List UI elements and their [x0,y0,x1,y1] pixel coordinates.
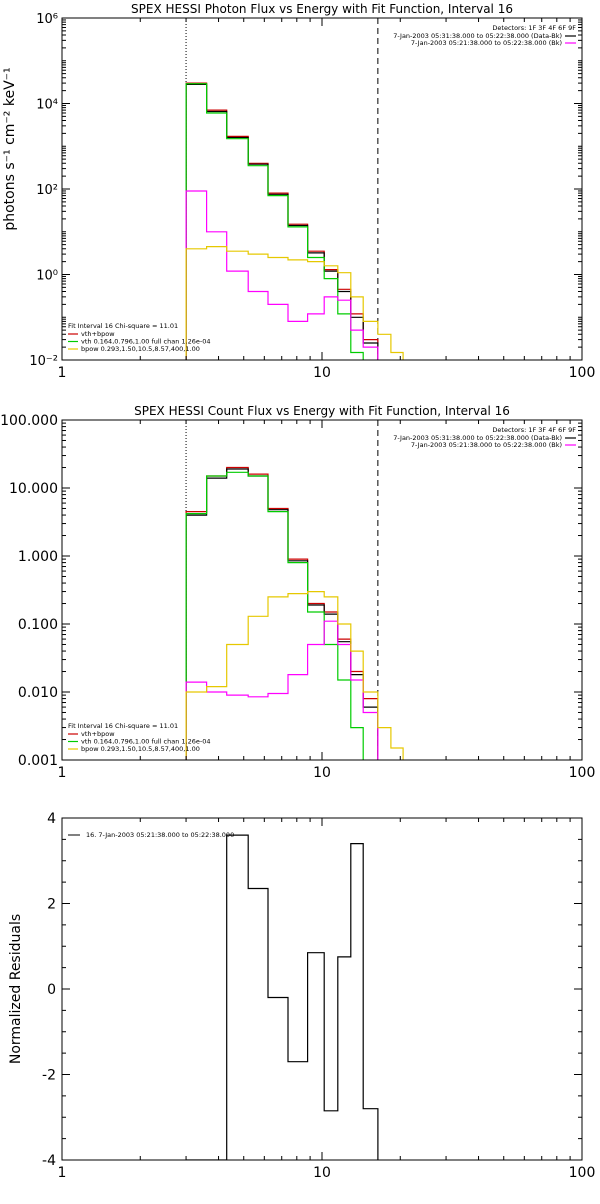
x-tick-label: 100 [569,365,596,381]
y-axis: 0.001 0.010 0.100 1.000 10.000 100.000 [0,413,582,769]
y-axis-label: photons s⁻¹ cm⁻² keV⁻¹ [2,67,18,230]
legend-fit-entry: vth 0.164,0.796,1.00 full chan 1.26e-04 [81,338,211,346]
y-tick-label: 4 [47,811,56,827]
y-tick-label: 0.100 [18,617,58,633]
series-bpow-line [185,246,404,360]
y-axis: 10⁻² 10⁰ 10² 10⁴ 10⁶ [29,12,582,369]
y-tick-label: 10⁻² [29,354,58,369]
y-tick-label: 10⁰ [36,269,58,284]
x-axis: 1 10 100 [58,18,596,381]
series-data-line [186,834,379,1160]
legend-detectors: Detectors: 1F 3F 4F 6F 9F7-Jan-2003 05:3… [393,426,576,449]
series-group [185,82,404,360]
plot-frame [61,419,583,761]
chart-2: SPEX HESSI Count Flux vs Energy with Fit… [0,404,595,781]
x-tick-label: 10 [313,1165,331,1181]
series-vth-line [185,471,364,760]
legend-detectors-entry: 7-Jan-2003 05:21:38.000 to 05:22:38.000 … [411,39,562,47]
y-tick-label: -4 [42,1153,56,1169]
legend-fit-entry: bpow 0.293,1.50,10.5,8.57,400,1.00 [81,745,200,753]
y-tick-label: 0 [47,982,56,998]
y-tick-label: 100.000 [0,413,58,429]
series-total-line [185,620,379,760]
plot-frame [61,17,583,361]
series-data-line [185,468,379,760]
legend-detectors-entry: 7-Jan-2003 05:31:38.000 to 05:22:38.000 … [393,434,562,442]
y-tick-label: 0.001 [18,753,58,769]
series-bpow-line [185,591,404,760]
series-data-line [185,83,379,360]
x-tick-label: 1 [58,765,67,781]
y-tick-label: 10⁴ [36,98,58,113]
series-bk-line [185,82,379,360]
y-tick-label: 10.000 [9,481,58,497]
legend-detectors: Detectors: 1F 3F 4F 6F 9F7-Jan-2003 05:3… [393,24,576,47]
legend-fit-entry: vth 0.164,0.796,1.00 full chan 1.26e-04 [81,738,211,746]
legend-detectors-head: Detectors: 1F 3F 4F 6F 9F [492,24,576,32]
x-tick-label: 100 [569,1165,596,1181]
x-tick-label: 1 [58,1165,67,1181]
y-axis-label: Normalized Residuals [8,914,24,1064]
y-tick-label: 10⁶ [36,12,58,27]
x-tick-label: 10 [313,765,331,781]
legend-detectors-entry: 7-Jan-2003 05:31:38.000 to 05:22:38.000 … [393,32,562,40]
series-group [186,834,379,1160]
x-axis: 1 10 100 [58,818,596,1181]
legend-fit-head: Fit Interval 16 Chi-square = 11.01 [68,722,178,730]
legend-detectors-head: Detectors: 1F 3F 4F 6F 9F [492,426,576,434]
chart-1: SPEX HESSI Photon Flux vs Energy with Fi… [2,2,595,381]
y-tick-label: 2 [47,897,56,913]
legend-detectors-entry: 7-Jan-2003 05:21:38.000 to 05:22:38.000 … [411,441,562,449]
y-tick-label: -2 [42,1068,56,1084]
y-tick-label: 10² [36,183,58,198]
y-tick-label: 1.000 [18,549,58,565]
series-vth-line [185,83,364,360]
series-total-line [185,190,379,360]
chart-title: SPEX HESSI Photon Flux vs Energy with Fi… [131,2,513,16]
series-group [185,466,404,760]
y-axis: -4 -2 0 2 4 [42,811,582,1169]
legend-fit-entry: vth+bpow [81,730,115,738]
chart-title: SPEX HESSI Count Flux vs Energy with Fit… [134,404,510,418]
x-tick-label: 1 [58,365,67,381]
x-tick-label: 10 [313,365,331,381]
x-axis: 1 10 100 [58,420,596,781]
plot-frame [61,817,583,1161]
x-tick-label: 100 [569,765,596,781]
legend-fit-head: Fit Interval 16 Chi-square = 11.01 [68,322,178,330]
legend-residuals-entry: 16. 7-Jan-2003 05:21:38.000 to 05:22:38.… [86,831,234,839]
y-tick-label: 0.010 [18,685,58,701]
legend-fit: Fit Interval 16 Chi-square = 11.01vth+bp… [68,722,211,753]
legend-fit-entry: vth+bpow [81,330,115,338]
legend-fit: Fit Interval 16 Chi-square = 11.01vth+bp… [68,322,211,353]
chart-3: 1 10 100 -4 -2 0 2 4 Normalized Residuals 16. 7-J… [8,811,595,1181]
legend-fit-entry: bpow 0.293,1.50,10.5,8.57,400,1.00 [81,345,200,353]
legend-residuals: 16. 7-Jan-2003 05:21:38.000 to 05:22:38.… [68,831,234,839]
